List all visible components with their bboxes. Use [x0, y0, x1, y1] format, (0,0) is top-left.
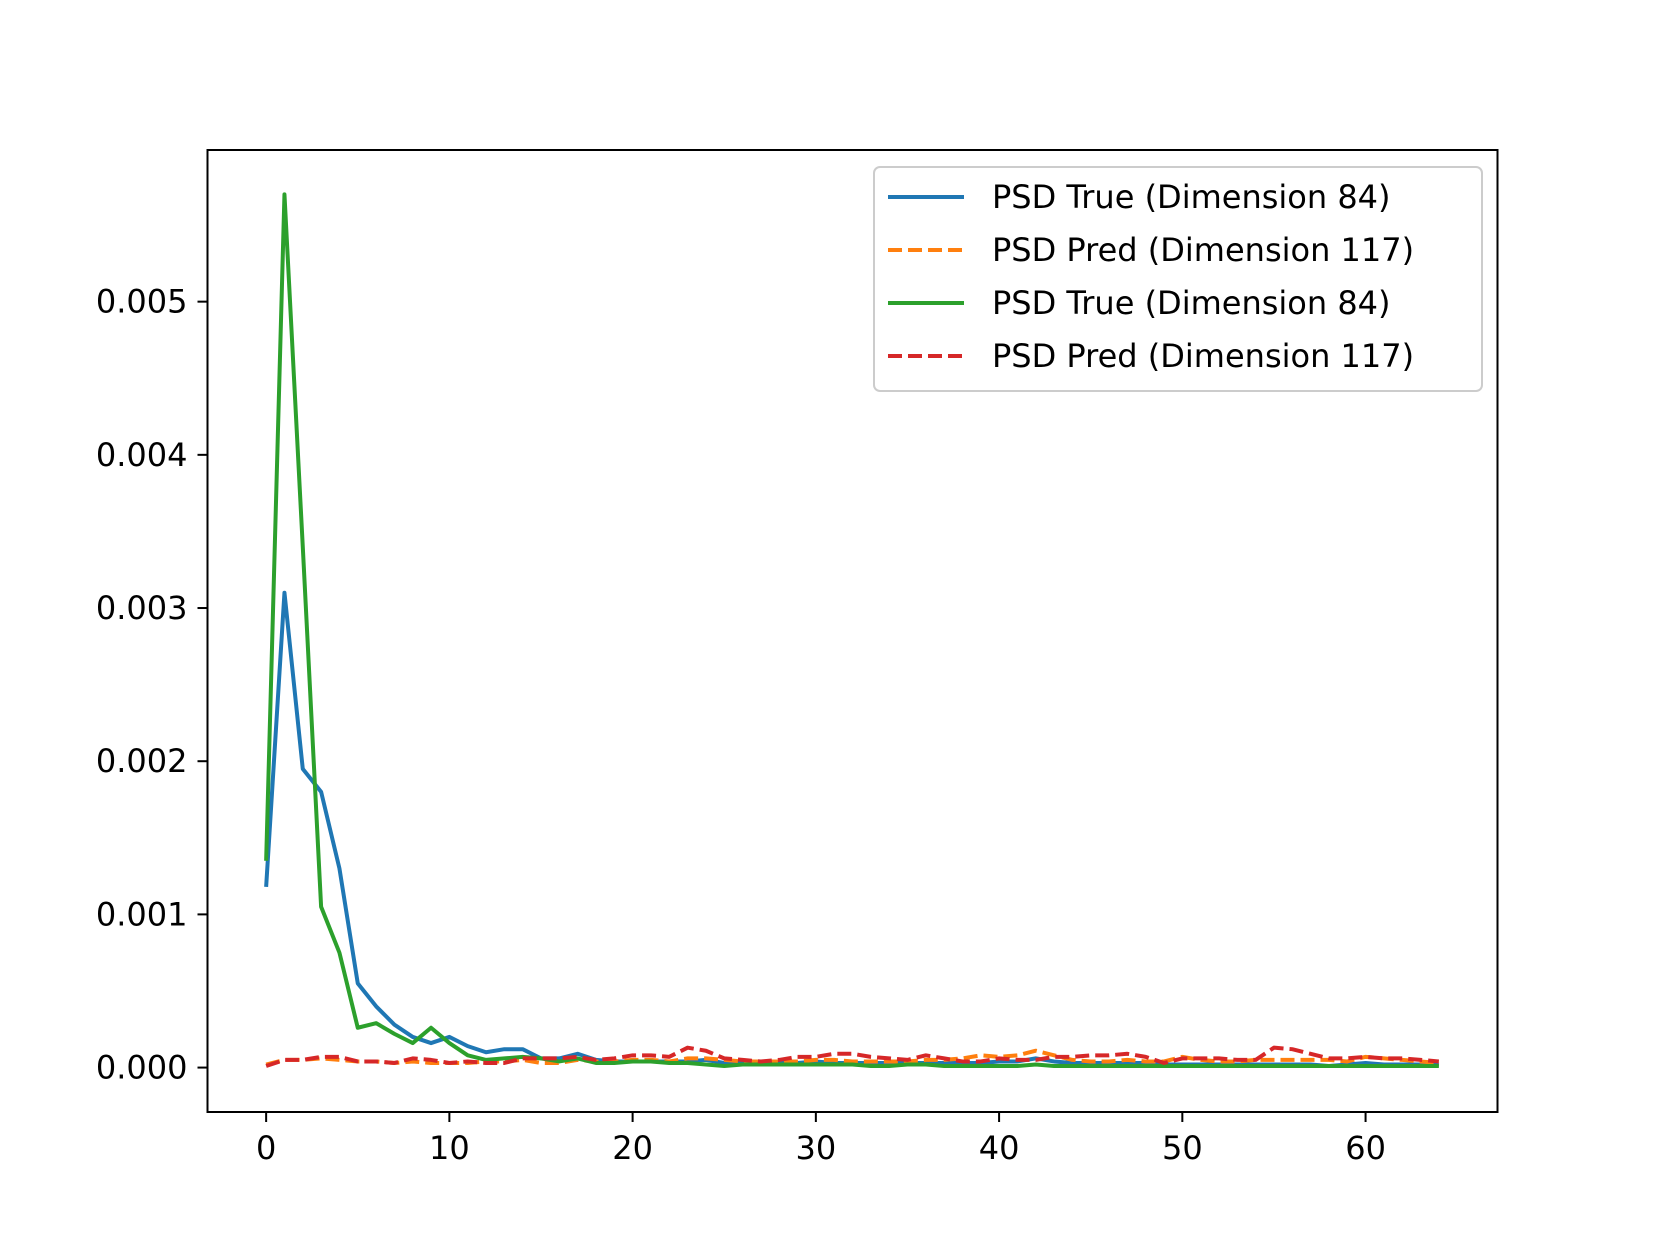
legend-box [873, 166, 1483, 392]
legend-label-2: PSD Pred (Dimension 117) [992, 231, 1414, 269]
y-tick-label: 0.003 [96, 589, 188, 627]
x-axis-ticks: 0 10 20 30 40 50 60 [256, 1112, 1386, 1167]
series-lines [264, 192, 1440, 1069]
x-tick-label: 40 [979, 1129, 1020, 1167]
y-tick-label: 0.001 [96, 895, 188, 933]
y-tick-label: 0.000 [96, 1049, 188, 1087]
legend-label-3: PSD True (Dimension 84) [992, 284, 1391, 322]
x-tick-label: 0 [256, 1129, 276, 1167]
series-line-4 [265, 1045, 1440, 1068]
x-tick-label: 20 [612, 1129, 653, 1167]
series-line-3 [264, 192, 1439, 1069]
legend-label-4: PSD Pred (Dimension 117) [992, 337, 1414, 375]
x-tick-label: 60 [1345, 1129, 1386, 1167]
y-tick-label: 0.004 [96, 436, 188, 474]
x-tick-label: 50 [1162, 1129, 1203, 1167]
y-tick-label: 0.005 [96, 283, 188, 321]
x-tick-label: 30 [795, 1129, 836, 1167]
legend-label-1: PSD True (Dimension 84) [992, 178, 1391, 216]
y-tick-label: 0.002 [96, 742, 188, 780]
legend: PSD True (Dimension 84) PSD Pred (Dimensi… [873, 166, 1483, 392]
y-axis-ticks: 0.000 0.001 0.002 0.003 0.004 0.005 [96, 283, 208, 1087]
x-tick-label: 10 [429, 1129, 470, 1167]
axes-frame [206, 149, 1499, 1113]
